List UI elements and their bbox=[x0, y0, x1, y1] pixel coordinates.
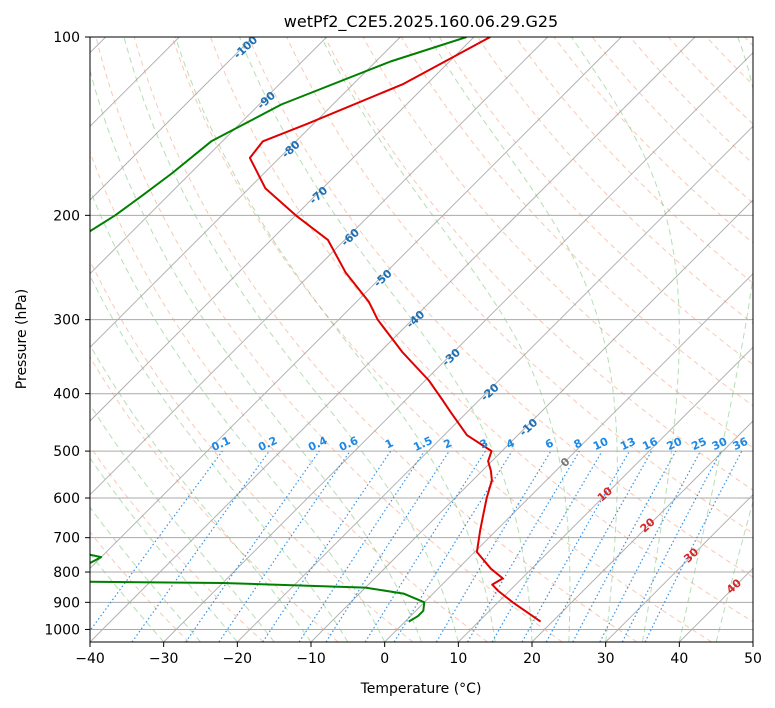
x-tick-label: −40 bbox=[75, 651, 105, 667]
moist-adiabat bbox=[90, 457, 238, 642]
isotherm bbox=[384, 272, 753, 642]
y-tick-label: 200 bbox=[53, 208, 80, 224]
isotherm bbox=[236, 125, 753, 642]
data-lines bbox=[90, 37, 542, 623]
moist-adiabat bbox=[123, 37, 459, 642]
y-tick-label: 300 bbox=[53, 313, 80, 329]
mixing-ratio-label: 16 bbox=[640, 435, 660, 453]
dry-adiabat bbox=[324, 37, 753, 491]
x-tick-label: −20 bbox=[223, 651, 253, 667]
dry-adiabat bbox=[438, 37, 753, 366]
isotherm bbox=[605, 493, 753, 642]
dry-adiabat bbox=[90, 356, 339, 642]
dry-adiabat bbox=[400, 37, 753, 407]
x-tick-label: 40 bbox=[670, 651, 688, 667]
isotherm bbox=[90, 37, 401, 349]
mixing-ratio-label: 25 bbox=[689, 435, 708, 453]
mixing-ratio-label: 13 bbox=[618, 435, 637, 453]
mixing-ratio-line bbox=[545, 450, 653, 642]
mixing-ratio-label: 30 bbox=[710, 435, 730, 453]
dry-adiabat bbox=[248, 37, 753, 578]
y-tick-label: 500 bbox=[53, 444, 80, 460]
x-tick-label: 10 bbox=[449, 651, 467, 667]
isotherm bbox=[163, 51, 753, 642]
isotherm bbox=[310, 199, 753, 642]
x-axis-label: Temperature (°C) bbox=[360, 681, 482, 697]
isotherm bbox=[90, 37, 549, 496]
moist-adiabat bbox=[320, 37, 571, 642]
y-axis: 100 200 300 400 500 600 700 800 900 1000 bbox=[44, 30, 90, 638]
y-tick-label: 700 bbox=[53, 531, 80, 547]
moist-adiabat bbox=[678, 37, 753, 642]
x-axis: −40 −30 −20 −10 0 10 20 30 40 50 bbox=[75, 642, 762, 667]
mixing-ratio-label: 20 bbox=[665, 435, 685, 453]
background-lines bbox=[90, 37, 753, 642]
dry-adiabat bbox=[90, 259, 414, 642]
mixing-ratio-line bbox=[521, 450, 631, 642]
isotherm bbox=[90, 37, 254, 201]
y-tick-label: 100 bbox=[53, 30, 80, 46]
y-tick-label: 400 bbox=[53, 387, 80, 403]
isotherm bbox=[531, 420, 753, 642]
mixing-ratio-line bbox=[185, 450, 320, 642]
x-tick-label: −30 bbox=[149, 651, 179, 667]
mixing-ratio-label: 36 bbox=[731, 435, 751, 453]
x-tick-label: 50 bbox=[744, 651, 762, 667]
moist-adiabat bbox=[570, 37, 680, 642]
moist-adiabat bbox=[715, 499, 753, 642]
mixing-ratio-line bbox=[90, 450, 223, 632]
temperature-trace bbox=[248, 37, 542, 623]
dry-adiabat bbox=[90, 531, 190, 642]
x-tick-label: −10 bbox=[296, 651, 326, 667]
mixing-ratio-line bbox=[298, 450, 425, 642]
moist-adiabat bbox=[174, 37, 496, 642]
y-tick-label: 1000 bbox=[44, 622, 80, 638]
dry-adiabat bbox=[95, 37, 563, 642]
isotherm bbox=[90, 37, 475, 422]
x-tick-label: 30 bbox=[597, 651, 615, 667]
moist-adiabat bbox=[90, 68, 422, 642]
chart-title: wetPf2_C2E5.2025.160.06.29.G25 bbox=[284, 12, 558, 32]
y-axis-label: Pressure (hPa) bbox=[14, 289, 30, 389]
y-tick-label: 600 bbox=[53, 491, 80, 507]
y-tick-label: 800 bbox=[53, 565, 80, 581]
mixing-ratio-line bbox=[325, 450, 450, 642]
dry-adiabat bbox=[286, 37, 753, 534]
x-tick-label: 20 bbox=[523, 651, 541, 667]
mixing-ratio-line bbox=[393, 450, 513, 642]
isotherm bbox=[90, 37, 622, 570]
mixing-ratio-line bbox=[131, 450, 270, 642]
mixing-ratio-line bbox=[262, 450, 392, 642]
dry-adiabat bbox=[133, 37, 638, 642]
x-tick-label: 0 bbox=[380, 651, 389, 667]
dry-adiabat bbox=[210, 37, 753, 623]
y-tick-label: 900 bbox=[53, 595, 80, 611]
moist-adiabat bbox=[428, 37, 618, 642]
moist-adiabat bbox=[239, 37, 533, 642]
mixing-ratio-line bbox=[644, 450, 743, 642]
moist-adiabat bbox=[90, 274, 349, 642]
plot-frame bbox=[89, 36, 754, 643]
mixing-ratio-line bbox=[572, 450, 677, 642]
dewpoint-trace bbox=[90, 37, 467, 623]
moist-adiabat bbox=[90, 188, 386, 642]
moist-adiabat bbox=[90, 506, 201, 642]
mixing-ratio-line bbox=[218, 450, 351, 642]
isotherm bbox=[90, 37, 328, 275]
mixing-ratio-label: 10 bbox=[591, 435, 611, 453]
isotherm bbox=[457, 346, 753, 642]
